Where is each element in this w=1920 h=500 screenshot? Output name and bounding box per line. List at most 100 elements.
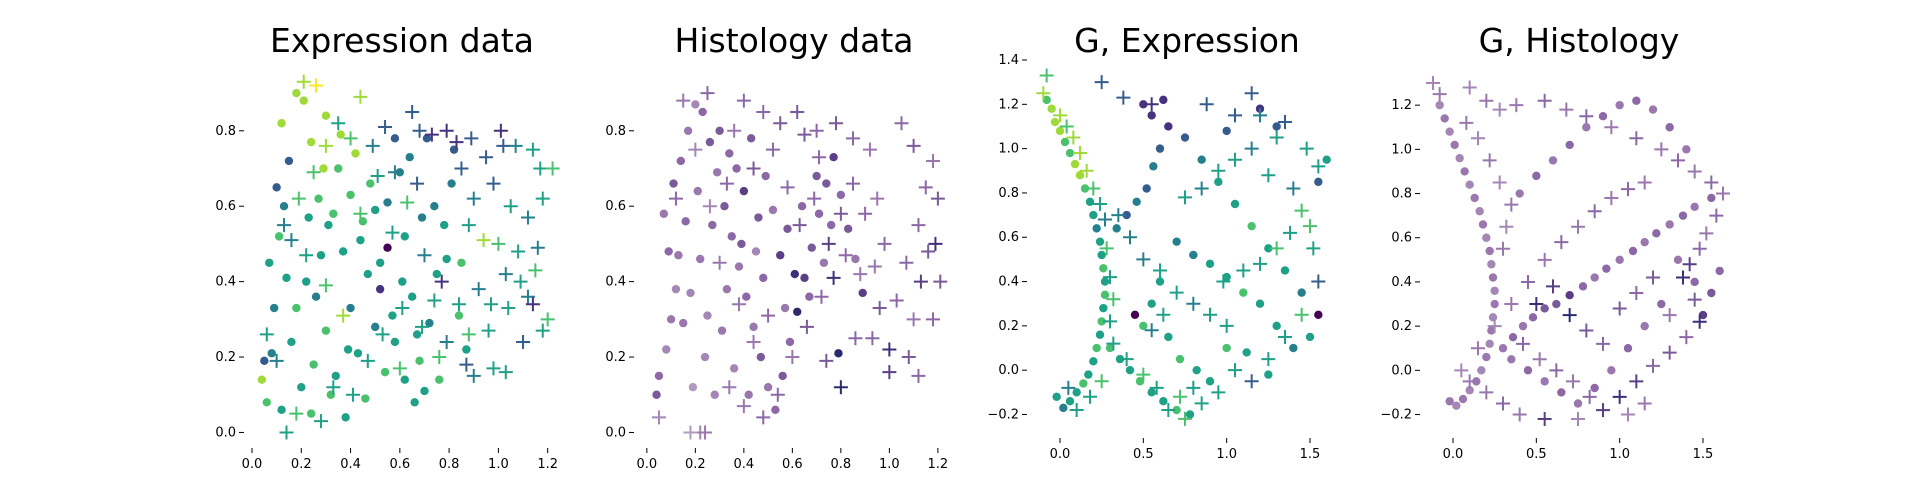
data-point-plus — [360, 353, 375, 368]
y-tick-label: 1.0 — [1391, 142, 1412, 157]
data-point-plus — [313, 414, 328, 429]
data-point-dot — [1085, 197, 1095, 206]
data-point-dot — [1255, 299, 1265, 308]
x-tick-label: 0.6 — [782, 457, 803, 472]
data-point-plus — [493, 123, 508, 138]
data-point-dot — [324, 220, 333, 230]
data-point-dot — [662, 345, 671, 354]
y-tick-label: 0.4 — [998, 275, 1019, 290]
data-point-plus — [899, 255, 914, 270]
data-point-dot — [1540, 377, 1549, 386]
data-point-dot — [1149, 162, 1158, 171]
y-tick-label: 0.6 — [215, 199, 236, 214]
data-point-dot — [1698, 310, 1708, 320]
data-point-dot — [1518, 321, 1528, 331]
data-point-plus — [814, 289, 829, 304]
data-point-plus — [668, 191, 683, 206]
data-point-plus — [826, 270, 841, 285]
data-point-plus — [1228, 108, 1242, 123]
data-point-plus — [1093, 197, 1107, 212]
data-point-dot — [338, 247, 348, 256]
data-point-plus — [516, 334, 531, 349]
data-point-dot — [1079, 379, 1088, 388]
data-point-dot — [1678, 211, 1688, 220]
data-point-dot — [754, 213, 763, 222]
data-point-dot — [1280, 266, 1290, 275]
data-point-plus — [926, 312, 941, 327]
data-point-plus — [853, 267, 868, 282]
data-point-dot — [1172, 237, 1181, 246]
data-point-plus — [471, 282, 486, 297]
data-point-dot — [805, 292, 814, 301]
panel-title: G, Expression — [1074, 21, 1300, 60]
data-point-dot — [1532, 171, 1541, 181]
data-point-dot — [671, 284, 681, 294]
data-point-plus — [1116, 90, 1131, 105]
data-point-dot — [260, 356, 269, 366]
data-point-dot — [1099, 303, 1108, 313]
data-point-dot — [1075, 171, 1085, 180]
data-point-plus — [1261, 168, 1276, 183]
panel-g-histology: G, Histology 0.0 0.5 1.0 1.5−0.20.00.20.40.… — [1380, 21, 1730, 462]
data-point-plus — [1532, 352, 1547, 367]
data-point-dot — [1498, 344, 1508, 353]
data-point-dot — [457, 258, 466, 267]
data-point-dot — [851, 254, 860, 264]
x-tick-label: 0.2 — [685, 457, 706, 472]
data-point-dot — [1623, 344, 1633, 353]
data-point-dot — [737, 239, 746, 249]
data-point-dot — [756, 352, 766, 362]
data-point-plus — [400, 195, 415, 210]
data-point-dot — [1050, 117, 1060, 127]
data-point-dot — [1450, 140, 1459, 150]
data-point-dot — [771, 405, 780, 415]
data-point-plus — [1253, 256, 1267, 271]
data-point-plus — [894, 116, 909, 131]
data-point-dot — [829, 152, 838, 162]
data-point-dot — [1482, 352, 1491, 362]
data-point-dot — [430, 202, 439, 211]
data-point-dot — [1477, 366, 1486, 375]
y-tick-label: 1.4 — [998, 53, 1019, 68]
data-point-dot — [346, 303, 355, 313]
data-point-dot — [761, 171, 770, 181]
data-point-plus — [906, 312, 921, 327]
data-point-dot — [1055, 126, 1065, 136]
data-point-dot — [363, 269, 373, 279]
data-point-plus — [756, 410, 771, 425]
data-point-dot — [1487, 326, 1496, 335]
data-point-dot — [1272, 122, 1281, 131]
data-point-plus — [797, 127, 812, 142]
data-point-plus — [1537, 252, 1552, 267]
data-point-dot — [1239, 288, 1248, 297]
data-point-dot — [1445, 397, 1454, 406]
data-point-dot — [674, 251, 683, 260]
data-point-dot — [749, 322, 758, 332]
data-point-dot — [1665, 220, 1674, 229]
data-point-plus — [1111, 208, 1126, 223]
data-point-dot — [1305, 332, 1315, 342]
data-point-plus — [1554, 235, 1569, 250]
y-tick-label: 0.8 — [998, 186, 1019, 201]
data-point-dot — [1648, 105, 1658, 114]
data-point-plus — [1178, 411, 1192, 426]
data-point-dot — [1100, 290, 1110, 300]
data-point-dot — [412, 330, 422, 339]
data-point-dot — [383, 198, 392, 207]
y-tick-label: 0.2 — [998, 319, 1019, 334]
data-point-dot — [1602, 264, 1611, 273]
data-point-plus — [466, 191, 481, 206]
data-point-dot — [304, 213, 313, 222]
data-point-dot — [1690, 277, 1699, 287]
data-point-dot — [807, 243, 816, 252]
data-point-dot — [302, 277, 311, 286]
data-point-dot — [778, 371, 787, 381]
data-point-dot — [768, 205, 778, 215]
data-point-dot — [1452, 401, 1461, 410]
data-point-dot — [1197, 155, 1206, 164]
data-point-plus — [1294, 203, 1309, 218]
x-tick-label: 0.0 — [637, 457, 658, 472]
data-point-dot — [790, 269, 799, 279]
data-point-plus — [331, 116, 346, 131]
data-point-dot — [390, 337, 400, 347]
